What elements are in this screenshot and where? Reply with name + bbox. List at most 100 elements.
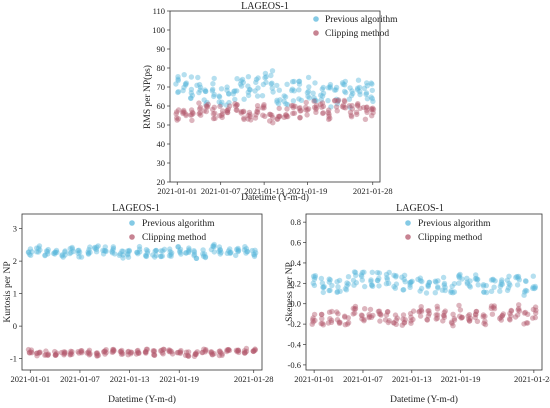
y-axis-ticks: 20 30 40 50 60 70 80 90 100 110 (152, 6, 170, 187)
point-previous-algorithm (102, 244, 109, 250)
point-previous-algorithm (92, 245, 98, 252)
point-clipping-method (402, 317, 408, 323)
point-clipping-method (260, 105, 266, 111)
point-previous-algorithm (362, 283, 368, 290)
point-clipping-method (466, 318, 473, 324)
point-clipping-method (197, 106, 203, 112)
point-clipping-method (480, 312, 487, 318)
point-previous-algorithm (274, 97, 280, 104)
point-previous-algorithm (194, 82, 200, 89)
point-clipping-method (68, 348, 74, 354)
point-previous-algorithm (441, 280, 448, 287)
point-clipping-method (217, 348, 223, 354)
point-clipping-method (67, 352, 73, 358)
point-previous-algorithm (93, 249, 100, 255)
point-previous-algorithm (158, 248, 164, 254)
point-clipping-method (319, 100, 326, 106)
point-previous-algorithm (95, 243, 101, 249)
point-previous-algorithm (60, 254, 66, 260)
point-previous-algorithm (459, 276, 465, 282)
point-previous-algorithm (514, 282, 521, 288)
point-previous-algorithm (376, 270, 383, 276)
legend-marker-previous (129, 220, 135, 226)
point-clipping-method (521, 321, 527, 327)
point-previous-algorithm (475, 282, 481, 288)
x-axis-title: Datetime (Y-m-d) (390, 394, 458, 405)
point-clipping-method (525, 311, 531, 317)
point-clipping-method (311, 104, 318, 111)
point-clipping-method (160, 346, 167, 352)
point-clipping-method (86, 347, 93, 353)
point-previous-algorithm (101, 248, 108, 254)
point-previous-algorithm (53, 247, 60, 254)
point-clipping-method (329, 308, 335, 315)
point-clipping-method (203, 108, 209, 115)
point-clipping-method (86, 352, 93, 358)
point-previous-algorithm (135, 251, 141, 257)
point-clipping-method (103, 347, 109, 353)
point-previous-algorithm (183, 250, 189, 256)
point-previous-algorithm (196, 89, 202, 96)
point-clipping-method (225, 346, 232, 353)
point-previous-algorithm (188, 74, 195, 80)
point-previous-algorithm (202, 87, 208, 93)
point-clipping-method (254, 109, 261, 116)
point-previous-algorithm (186, 245, 192, 251)
point-previous-algorithm (296, 78, 302, 85)
point-clipping-method (283, 112, 289, 118)
point-clipping-method (449, 320, 455, 326)
point-clipping-method (203, 346, 209, 353)
point-previous-algorithm (359, 273, 365, 279)
point-clipping-method (491, 306, 498, 312)
point-clipping-method (482, 318, 488, 324)
point-clipping-method (357, 105, 363, 112)
point-previous-algorithm (522, 287, 529, 294)
point-previous-algorithm (167, 249, 173, 255)
point-previous-algorithm (153, 247, 159, 254)
point-previous-algorithm (210, 81, 216, 87)
point-clipping-method (167, 349, 173, 355)
point-previous-algorithm (472, 276, 479, 282)
point-clipping-method (36, 350, 43, 356)
point-previous-algorithm (102, 248, 109, 254)
point-previous-algorithm (399, 274, 405, 280)
point-clipping-method (349, 102, 355, 109)
point-previous-algorithm (200, 253, 207, 259)
point-previous-algorithm (76, 247, 82, 253)
point-previous-algorithm (319, 86, 325, 92)
point-clipping-method (166, 347, 172, 353)
point-clipping-method (376, 308, 383, 314)
point-clipping-method (426, 308, 432, 314)
point-clipping-method (313, 105, 319, 111)
point-previous-algorithm (193, 255, 200, 261)
point-previous-algorithm (281, 93, 287, 99)
point-clipping-method (434, 306, 441, 312)
point-previous-algorithm (67, 250, 73, 257)
point-clipping-method (416, 309, 422, 315)
point-previous-algorithm (435, 285, 441, 291)
point-clipping-method (410, 316, 416, 323)
point-clipping-method (522, 309, 529, 316)
point-previous-algorithm (466, 283, 473, 289)
point-previous-algorithm (231, 88, 237, 95)
point-previous-algorithm (167, 246, 173, 252)
point-clipping-method (86, 350, 92, 356)
point-clipping-method (144, 346, 150, 352)
point-previous-algorithm (161, 246, 168, 252)
point-clipping-method (367, 306, 374, 313)
point-clipping-method (363, 104, 370, 111)
x-tick-label: 2021-01-19 (441, 374, 481, 384)
point-previous-algorithm (344, 280, 350, 286)
point-clipping-method (341, 104, 347, 111)
point-clipping-method (224, 348, 230, 355)
point-previous-algorithm (440, 274, 447, 281)
point-previous-algorithm (311, 95, 317, 101)
point-previous-algorithm (62, 248, 68, 254)
point-clipping-method (370, 106, 377, 113)
point-clipping-method (442, 308, 448, 314)
point-previous-algorithm (75, 250, 81, 257)
point-previous-algorithm (232, 96, 238, 103)
point-previous-algorithm (188, 90, 194, 96)
point-previous-algorithm (120, 248, 126, 254)
point-clipping-method (150, 348, 156, 354)
